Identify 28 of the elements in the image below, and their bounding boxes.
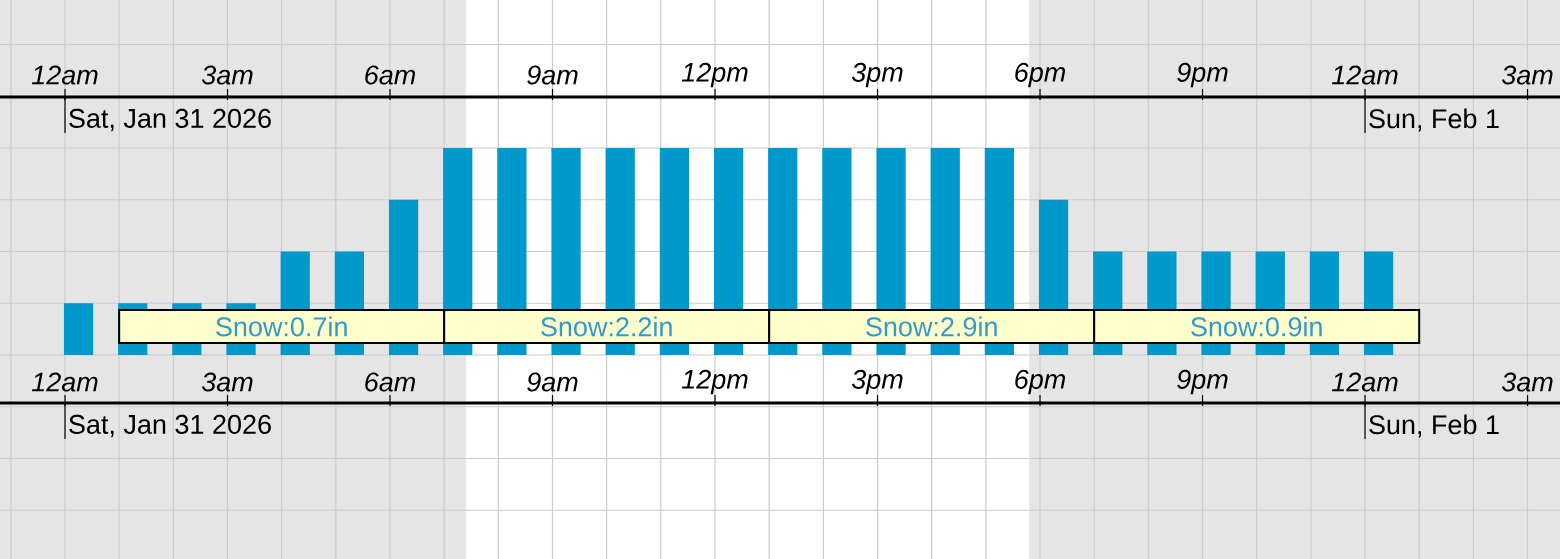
x2-tick-label: 9pm xyxy=(1177,369,1228,395)
x2-tick-label: 12pm xyxy=(681,369,748,395)
x2-tick-label: 3am xyxy=(1501,372,1553,392)
text: Sun, Feb 1 xyxy=(1369,414,1499,438)
x-tick-label: 6am xyxy=(365,65,415,85)
ref-line-label: Sat, Jan 31 2026 xyxy=(69,108,271,132)
band-label: Snow:0.9in xyxy=(1191,316,1322,337)
band-label: Snow:0.7in xyxy=(216,316,347,337)
x-tick-label: 3pm xyxy=(851,62,903,88)
band-label: Snow:2.9in xyxy=(866,316,997,337)
x-tick-label: 3am xyxy=(201,65,253,85)
x2-tick-label: 12am xyxy=(31,372,98,392)
x2-tick-label: 9am xyxy=(527,372,578,392)
x-tick-label: 3am xyxy=(1501,65,1553,85)
x-tick-label: 9pm xyxy=(1177,62,1228,88)
x-tick-label: 9am xyxy=(527,65,578,85)
text: Sat, Jan 31 2026 xyxy=(69,414,271,438)
x-tick-label: 12am xyxy=(1331,65,1398,85)
x-tick-label: 12pm xyxy=(681,62,748,88)
x-tick-label: 6pm xyxy=(1015,62,1066,88)
x2-tick-label: 6pm xyxy=(1015,369,1066,395)
ref-line-label: Sun, Feb 1 xyxy=(1369,108,1499,132)
x2-tick-label: 3am xyxy=(201,372,253,392)
x2-tick-label: 6am xyxy=(365,372,415,392)
x2-tick-label: 3pm xyxy=(851,369,903,395)
x-tick-label: 12am xyxy=(31,65,98,85)
x2-tick-label: 12am xyxy=(1331,372,1398,392)
band-label: Snow:2.2in xyxy=(541,316,672,337)
